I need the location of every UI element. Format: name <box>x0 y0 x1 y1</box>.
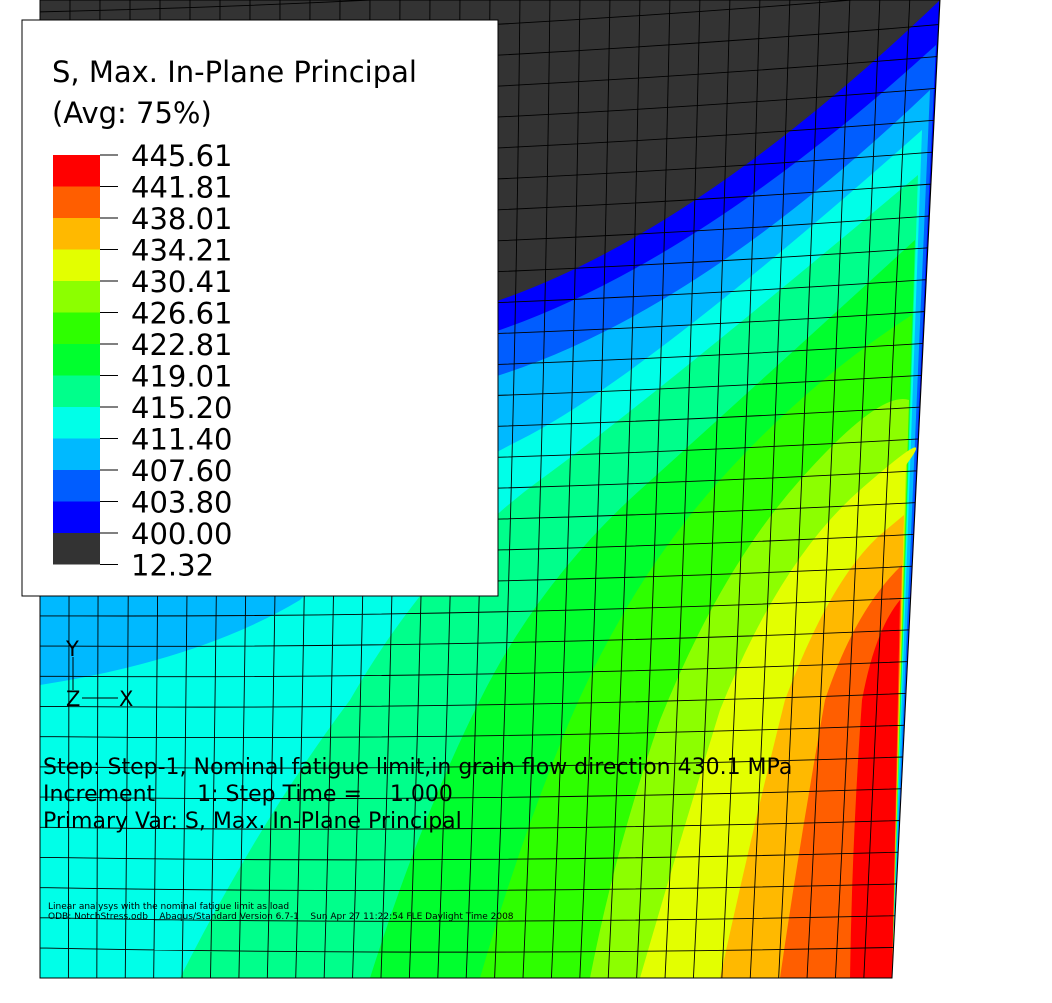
model-outline <box>39 0 941 979</box>
info-line: Increment 1: Step Time = 1.000 <box>43 782 453 807</box>
legend-swatch <box>53 155 100 187</box>
legend-value: 407.60 <box>131 454 232 488</box>
legend-value: 434.21 <box>131 234 232 268</box>
legend-swatch <box>53 186 100 218</box>
triad-label: Z <box>66 687 80 711</box>
legend-value: 415.20 <box>131 391 232 425</box>
info-line: Primary Var: S, Max. In-Plane Principal <box>43 809 462 834</box>
info-line: Step: Step-1, Nominal fatigue limit,in g… <box>43 755 792 780</box>
legend-swatch <box>53 249 100 281</box>
footer-line: ODB: NotchStress.odb Abaqus/Standard Ver… <box>48 912 514 922</box>
legend-value: 403.80 <box>131 486 232 520</box>
legend-swatch <box>53 407 100 439</box>
legend-value: 430.41 <box>131 265 232 299</box>
legend-title: S, Max. In-Plane Principal <box>52 55 417 89</box>
legend: 445.61441.81438.01434.21430.41426.61422.… <box>53 139 232 583</box>
legend-value: 438.01 <box>131 202 232 236</box>
legend-swatch <box>53 312 100 344</box>
triad-label: Y <box>65 637 79 661</box>
legend-swatch <box>53 533 100 565</box>
legend-swatch <box>53 218 100 250</box>
legend-value: 426.61 <box>131 297 232 331</box>
legend-value: 445.61 <box>131 139 232 173</box>
legend-title: (Avg: 75%) <box>52 96 212 130</box>
legend-value: 411.40 <box>131 423 232 457</box>
legend-value: 441.81 <box>131 171 232 205</box>
legend-value: 422.81 <box>131 328 232 362</box>
legend-swatch <box>53 281 100 313</box>
legend-value: 419.01 <box>131 360 232 394</box>
legend-swatch <box>53 470 100 502</box>
legend-swatch <box>53 375 100 407</box>
legend-swatch <box>53 438 100 470</box>
triad-label: X <box>119 687 133 711</box>
legend-box <box>21 19 499 597</box>
legend-value: 12.32 <box>131 549 214 583</box>
legend-value: 400.00 <box>131 517 232 551</box>
legend-swatch <box>53 501 100 533</box>
triad <box>72 657 118 699</box>
legend-swatch <box>53 344 100 376</box>
footer-line: Linear analysys with the nominal fatigue… <box>48 902 289 912</box>
